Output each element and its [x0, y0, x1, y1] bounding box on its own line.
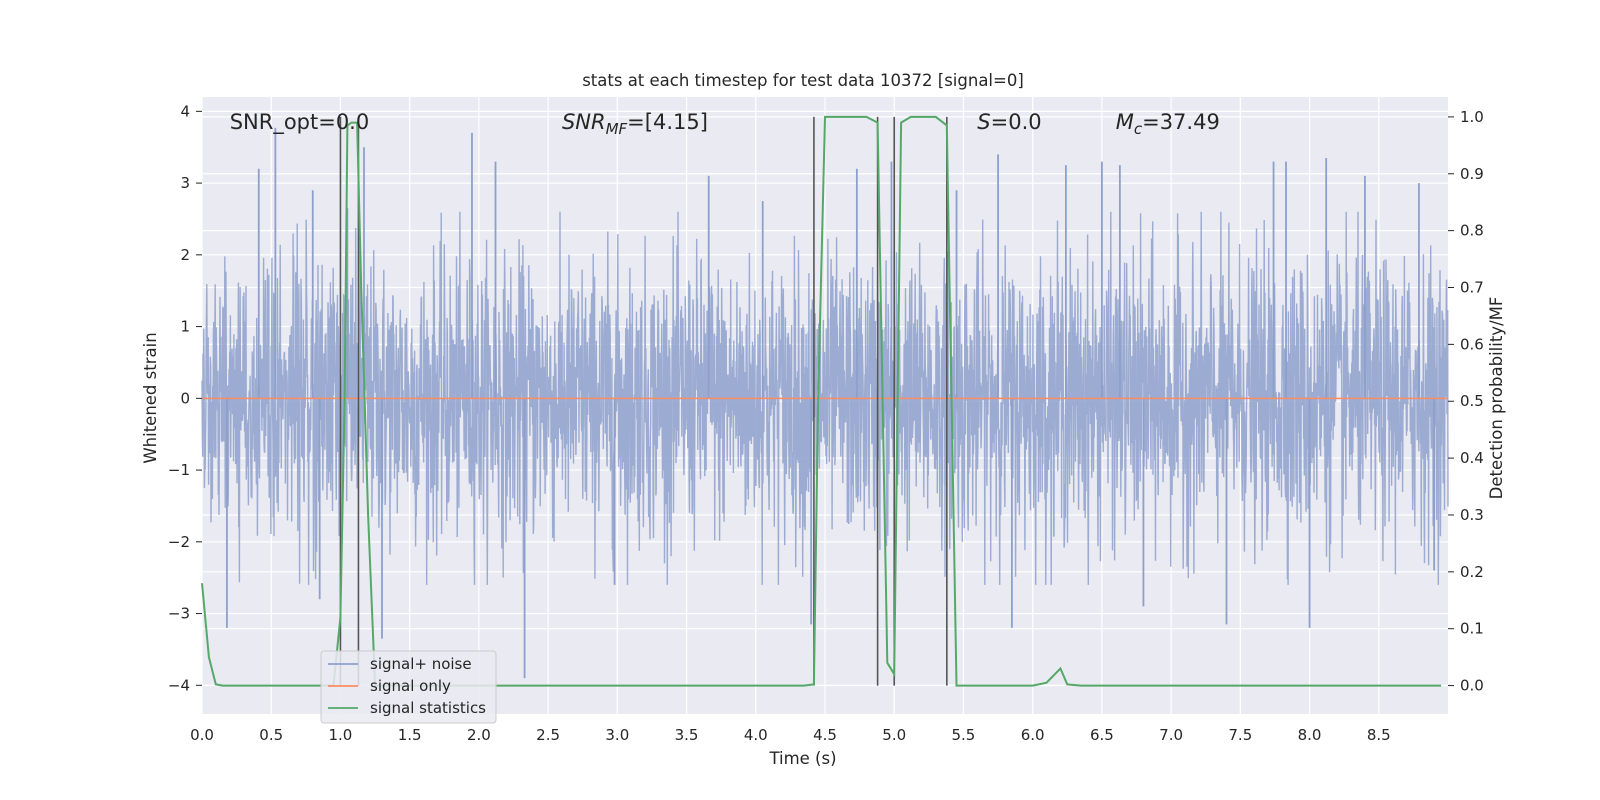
x-tick-label: 7.5: [1228, 726, 1252, 744]
chart-title: stats at each timestep for test data 103…: [582, 71, 1024, 90]
y-tick-label: −2: [168, 533, 190, 551]
x-tick-label: 3.0: [605, 726, 629, 744]
annotation-0: SNR_opt=0.0: [230, 110, 370, 135]
y-tick-label: 2: [180, 246, 190, 264]
series-signal-statistics: [201, 115, 1442, 687]
signal-statistics-line: [201, 115, 1442, 687]
y-tick-label: 0: [180, 389, 190, 407]
y-axis-ticks: −4 −3 −2 −1 0 1 2 3 4: [168, 102, 202, 694]
y2-tick-label: 0.5: [1460, 392, 1484, 410]
y2-axis-label: Detection probability/MF: [1487, 297, 1506, 500]
y2-tick-label: 0.9: [1460, 165, 1484, 183]
y2-tick-label: 0.7: [1460, 279, 1484, 297]
y-axis-label: Whitened strain: [141, 332, 160, 463]
x-tick-label: 2.5: [536, 726, 560, 744]
x-tick-label: 6.0: [1021, 726, 1045, 744]
x-tick-label: 8.5: [1367, 726, 1391, 744]
y-tick-label: 4: [180, 102, 190, 120]
y-tick-label: −3: [168, 605, 190, 623]
y2-tick-label: 1.0: [1460, 108, 1484, 126]
y-tick-label: −1: [168, 461, 190, 479]
legend-box: [320, 650, 497, 724]
y2-tick-label: 0.6: [1460, 335, 1484, 353]
y2-tick-label: 0.3: [1460, 506, 1484, 524]
x-tick-label: 5.0: [882, 726, 906, 744]
series-signal-noise: [201, 127, 1449, 679]
y2-tick-label: 0.4: [1460, 449, 1484, 467]
annotations: SNR_opt=0.0 SNRMF=[4.15] S=0.0 Mc=37.49: [230, 110, 1220, 138]
y2-tick-label: 0.2: [1460, 563, 1484, 581]
annotation-3: Mc=37.49: [1116, 110, 1220, 138]
y-tick-label: −4: [168, 676, 190, 694]
x-tick-label: 4.5: [813, 726, 837, 744]
legend-label-signal-statistics: signal statistics: [370, 699, 486, 717]
y-tick-label: 1: [180, 318, 190, 336]
legend-label-signal-noise: signal+ noise: [370, 655, 472, 673]
x-axis-label: Time (s): [768, 749, 836, 768]
noise-line: [201, 211, 1449, 585]
x-tick-label: 1.0: [329, 726, 353, 744]
annotation-2: S=0.0: [977, 110, 1041, 134]
x-tick-label: 6.5: [1090, 726, 1114, 744]
x-tick-label: 7.0: [1159, 726, 1183, 744]
x-tick-label: 2.0: [467, 726, 491, 744]
x-tick-label: 0.5: [259, 726, 283, 744]
y-tick-label: 3: [180, 174, 190, 192]
y2-axis-ticks: 0.0 0.1 0.2 0.3 0.4 0.5 0.6 0.7 0.8 0.9 1.0: [1448, 108, 1484, 695]
y2-tick-label: 0.1: [1460, 620, 1484, 638]
legend: signal+ noise signal only signal statist…: [320, 650, 497, 724]
y2-tick-label: 0.8: [1460, 222, 1484, 240]
x-tick-label: 4.0: [744, 726, 768, 744]
x-axis-ticks: 0.0 0.5 1.0 1.5 2.0 2.5 3.0 3.5 4.0 4.5 5.0 5.5 6.0 6…: [190, 726, 1391, 744]
detection-markers: [339, 116, 948, 686]
annotation-1: SNRMF=[4.15]: [562, 110, 708, 138]
legend-label-signal-only: signal only: [370, 677, 451, 695]
x-tick-label: 0.0: [190, 726, 214, 744]
x-tick-label: 1.5: [398, 726, 422, 744]
y2-tick-label: 0.0: [1460, 677, 1484, 695]
x-tick-label: 3.5: [675, 726, 699, 744]
x-tick-label: 5.5: [952, 726, 976, 744]
x-tick-label: 8.0: [1298, 726, 1322, 744]
